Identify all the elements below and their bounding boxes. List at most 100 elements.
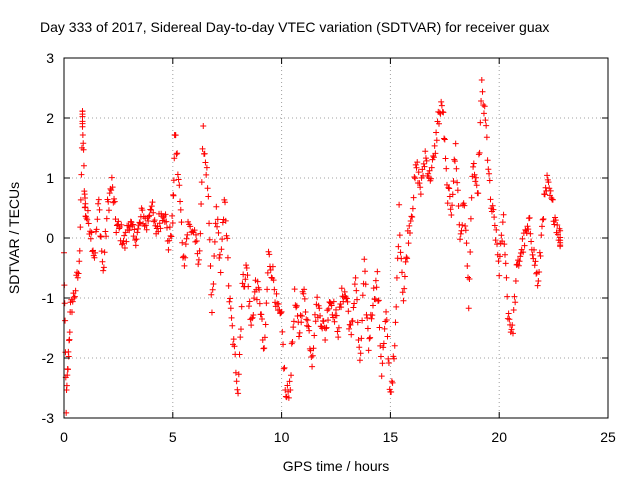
data-point-marker (535, 278, 542, 285)
data-point-marker (412, 161, 419, 168)
data-point-marker (552, 217, 559, 224)
data-point-marker (246, 298, 253, 305)
data-point-marker (65, 353, 72, 360)
data-point-marker (261, 345, 268, 352)
data-point-marker (440, 109, 447, 116)
y-tick-label: -2 (42, 350, 55, 366)
data-point-marker (485, 166, 492, 173)
data-point-marker (253, 296, 260, 303)
data-point-marker (177, 198, 184, 205)
data-point-marker (105, 207, 112, 214)
data-point-marker (145, 213, 152, 220)
data-point-marker (212, 220, 219, 227)
data-point-marker (544, 172, 551, 179)
data-point-marker (215, 229, 222, 236)
data-point-marker (333, 306, 339, 313)
y-tick-label: -3 (42, 410, 55, 426)
data-point-marker (174, 150, 181, 157)
data-point-marker (181, 262, 188, 269)
data-point-marker (243, 265, 250, 272)
data-point-marker (309, 363, 316, 370)
data-point-marker (536, 249, 543, 256)
data-point-marker (287, 386, 294, 393)
data-point-marker (211, 253, 218, 260)
data-point-marker (471, 171, 478, 178)
data-point-marker (503, 274, 510, 281)
data-point-marker (269, 263, 276, 270)
data-point-marker (392, 319, 399, 326)
data-point-marker (77, 196, 84, 203)
data-point-marker (92, 249, 99, 256)
data-point-marker (277, 310, 284, 317)
data-point-marker (467, 249, 474, 256)
x-tick-label: 20 (491, 429, 507, 445)
data-point-marker (403, 254, 410, 261)
data-point-marker (539, 216, 546, 223)
data-point-marker (480, 102, 487, 109)
data-point-marker (331, 318, 338, 325)
data-point-marker (490, 206, 497, 213)
data-point-marker (412, 175, 419, 182)
data-point-marker (243, 262, 250, 269)
data-point-marker (380, 344, 387, 351)
data-point-marker (278, 308, 285, 315)
data-point-marker (282, 393, 289, 400)
data-point-marker (93, 226, 100, 233)
data-point-marker (455, 202, 462, 209)
data-point-marker (176, 182, 183, 189)
data-point-marker (358, 335, 365, 342)
data-point-marker (391, 342, 398, 349)
data-point-marker (523, 230, 530, 237)
data-point-marker (352, 274, 359, 281)
data-point-marker (338, 304, 345, 311)
data-point-marker (462, 223, 469, 230)
data-point-marker (74, 274, 81, 281)
data-point-marker (98, 248, 105, 255)
data-point-marker (191, 227, 198, 234)
data-point-marker (324, 307, 331, 314)
data-point-marker (148, 203, 155, 210)
data-point-marker (87, 235, 94, 242)
data-point-marker (383, 308, 390, 315)
data-point-marker (367, 334, 374, 341)
data-point-marker (441, 135, 448, 142)
data-point-marker (467, 215, 474, 222)
data-point-marker (256, 286, 263, 293)
data-point-marker (201, 150, 208, 157)
data-point-marker (489, 202, 496, 209)
data-point-marker (290, 318, 297, 325)
data-point-marker (291, 286, 298, 293)
data-point-marker (438, 102, 445, 109)
data-point-marker (483, 122, 490, 129)
data-point-marker (511, 293, 518, 300)
data-point-marker (478, 98, 485, 105)
data-point-marker (487, 196, 494, 203)
data-point-marker (552, 214, 559, 221)
data-point-marker (498, 232, 505, 239)
data-point-marker (477, 119, 484, 126)
data-point-marker (121, 244, 128, 251)
data-point-marker (395, 243, 402, 250)
data-point-marker (504, 293, 511, 300)
data-point-marker (322, 336, 329, 343)
data-point-marker (219, 236, 226, 243)
data-point-marker (97, 233, 104, 240)
data-point-marker (110, 199, 117, 206)
data-point-marker (428, 175, 435, 182)
data-point-marker (209, 286, 216, 293)
data-point-marker (349, 317, 356, 324)
data-point-marker (406, 229, 413, 236)
data-point-marker (298, 312, 305, 319)
data-point-marker (101, 249, 108, 256)
data-point-marker (343, 295, 350, 302)
data-point-marker (195, 261, 202, 268)
data-point-marker (410, 194, 417, 201)
data-point-marker (486, 170, 493, 177)
data-point-marker (495, 258, 502, 265)
data-point-marker (512, 278, 519, 285)
data-point-marker (517, 253, 524, 260)
data-point-marker (193, 237, 200, 244)
data-point-marker (216, 254, 223, 261)
data-point-marker (380, 340, 387, 347)
data-point-marker (275, 300, 282, 307)
